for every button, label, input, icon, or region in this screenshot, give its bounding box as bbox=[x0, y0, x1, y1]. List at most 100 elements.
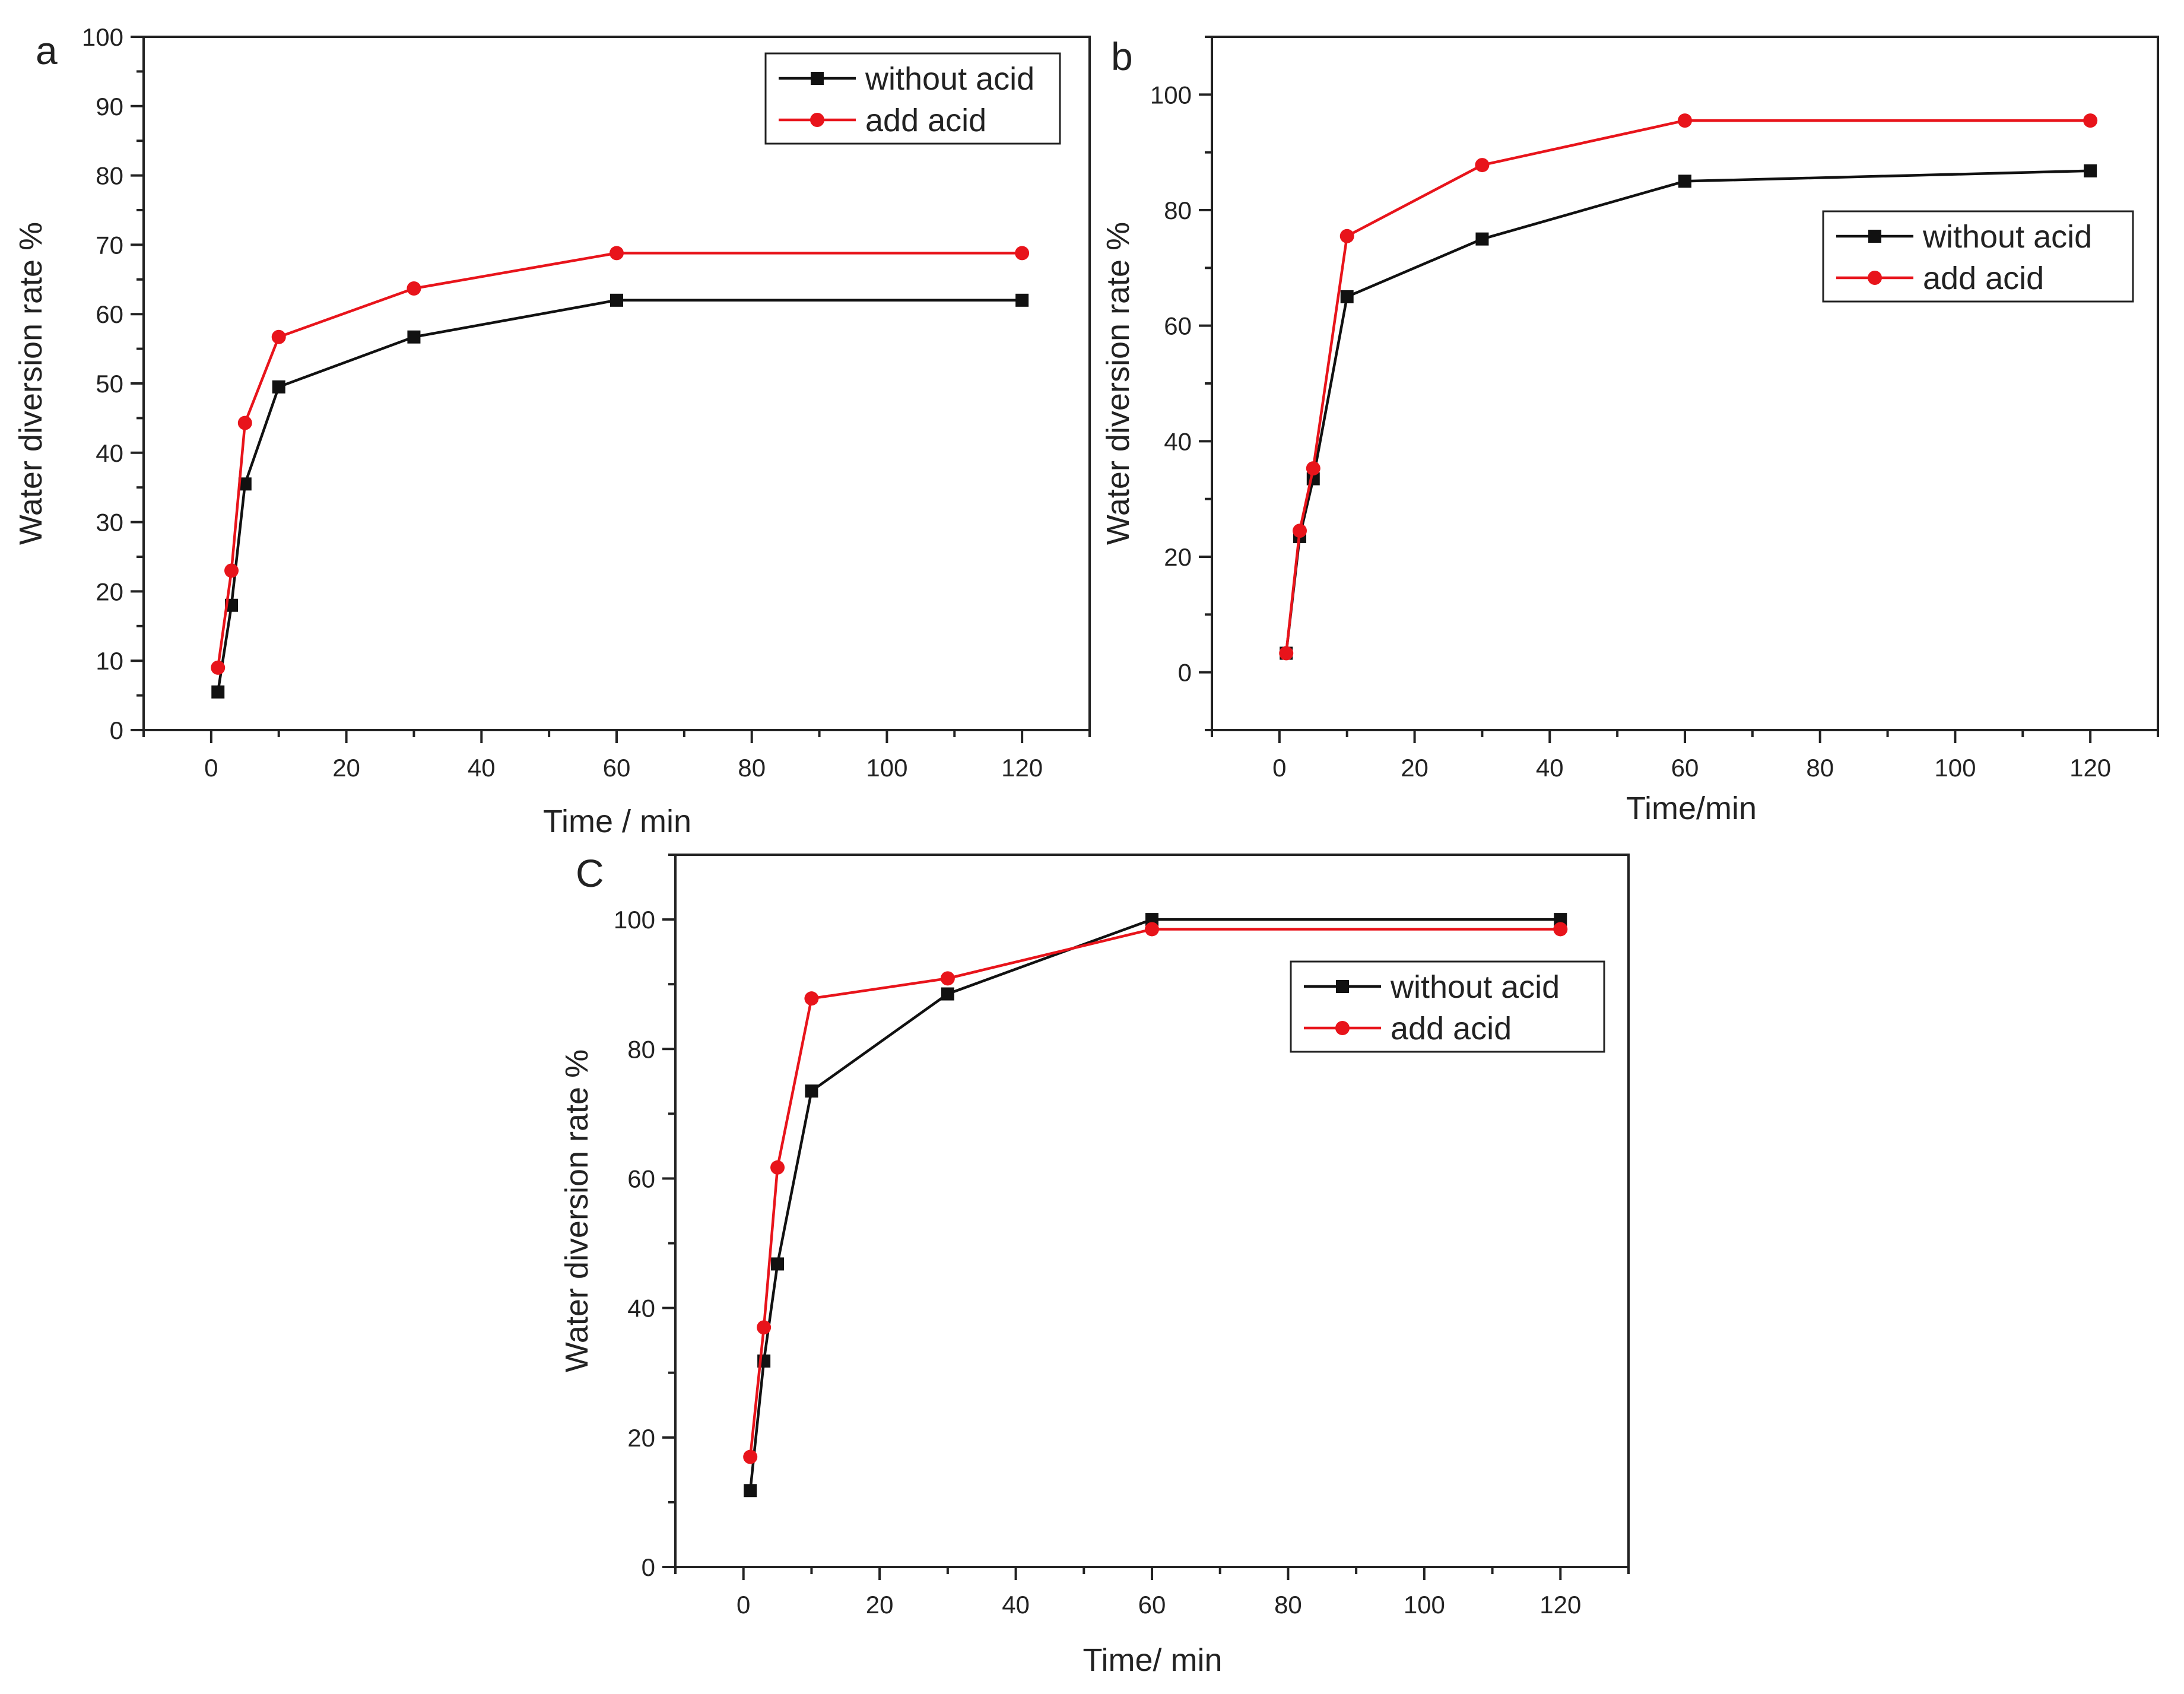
data-point-add-acid bbox=[211, 660, 226, 675]
data-point-without-acid bbox=[941, 987, 954, 1001]
y-tick-label: 30 bbox=[96, 509, 123, 537]
y-tick-label: 0 bbox=[642, 1553, 655, 1581]
data-point-add-acid bbox=[407, 281, 421, 296]
y-tick-label: 80 bbox=[1164, 196, 1192, 224]
data-point-add-acid bbox=[1339, 229, 1354, 243]
legend-marker-without-acid bbox=[811, 72, 824, 85]
legend-marker-without-acid bbox=[1336, 980, 1349, 993]
y-tick-label: 80 bbox=[627, 1035, 655, 1063]
data-point-without-acid bbox=[211, 685, 225, 699]
y-tick-label: 90 bbox=[96, 93, 123, 120]
x-tick-label: 20 bbox=[332, 754, 360, 782]
legend-marker-without-acid bbox=[1868, 230, 1881, 243]
x-tick-label: 120 bbox=[1539, 1591, 1581, 1619]
x-tick-label: 60 bbox=[1671, 754, 1699, 782]
data-point-add-acid bbox=[610, 246, 624, 261]
y-tick-label: 40 bbox=[96, 439, 123, 467]
data-point-add-acid bbox=[1145, 922, 1159, 937]
y-tick-label: 40 bbox=[1164, 427, 1192, 455]
y-tick-label: 60 bbox=[96, 300, 123, 328]
data-point-without-acid bbox=[1145, 913, 1158, 927]
data-point-add-acid bbox=[1475, 158, 1490, 173]
data-point-without-acid bbox=[272, 380, 285, 394]
legend-label-without-acid: without acid bbox=[1390, 969, 1560, 1005]
data-point-add-acid bbox=[224, 563, 239, 578]
data-point-without-acid bbox=[744, 1484, 757, 1498]
x-tick-label: 100 bbox=[866, 754, 907, 782]
data-point-without-acid bbox=[610, 293, 623, 307]
data-point-add-acid bbox=[757, 1320, 772, 1335]
x-tick-label: 40 bbox=[1002, 1591, 1030, 1619]
data-point-add-acid bbox=[2083, 113, 2098, 128]
panel-letter: b bbox=[1111, 34, 1133, 78]
y-axis-title: Water diversion rate % bbox=[13, 222, 49, 545]
y-tick-label: 20 bbox=[1164, 543, 1192, 571]
data-point-add-acid bbox=[770, 1160, 785, 1175]
data-point-add-acid bbox=[940, 971, 955, 986]
data-point-add-acid bbox=[237, 415, 252, 430]
data-point-without-acid bbox=[1678, 175, 1691, 188]
x-axis-title: Time/ min bbox=[1083, 1642, 1222, 1678]
legend-label-add-acid: add acid bbox=[1923, 261, 2044, 296]
panel-letter: C bbox=[576, 851, 604, 895]
x-tick-label: 0 bbox=[1272, 754, 1286, 782]
y-tick-label: 100 bbox=[614, 906, 655, 934]
data-point-without-acid bbox=[1554, 913, 1567, 927]
y-tick-label: 0 bbox=[1178, 659, 1192, 687]
x-axis-title: Time/min bbox=[1626, 791, 1757, 826]
x-tick-label: 120 bbox=[2069, 754, 2111, 782]
y-axis-title: Water diversion rate % bbox=[1100, 222, 1136, 545]
x-tick-label: 80 bbox=[738, 754, 766, 782]
y-tick-label: 60 bbox=[627, 1165, 655, 1192]
data-point-add-acid bbox=[1279, 646, 1294, 661]
y-tick-label: 70 bbox=[96, 231, 123, 259]
data-point-add-acid bbox=[1306, 461, 1320, 476]
legend-label-without-acid: without acid bbox=[1922, 219, 2092, 255]
x-tick-label: 20 bbox=[1401, 754, 1429, 782]
data-point-add-acid bbox=[1678, 113, 1692, 128]
y-tick-label: 50 bbox=[96, 370, 123, 398]
y-tick-label: 10 bbox=[96, 647, 123, 675]
legend-box bbox=[1822, 210, 2134, 303]
y-tick-label: 100 bbox=[82, 23, 123, 51]
data-point-without-acid bbox=[1340, 290, 1354, 303]
x-tick-label: 40 bbox=[1536, 754, 1564, 782]
x-tick-label: 0 bbox=[204, 754, 218, 782]
data-point-without-acid bbox=[2084, 164, 2097, 177]
legend-label-add-acid: add acid bbox=[865, 103, 986, 138]
data-point-without-acid bbox=[407, 330, 421, 344]
x-tick-label: 80 bbox=[1274, 1591, 1302, 1619]
legend-box bbox=[1290, 960, 1605, 1053]
y-tick-label: 100 bbox=[1150, 81, 1192, 109]
y-tick-label: 80 bbox=[96, 162, 123, 190]
x-tick-label: 40 bbox=[468, 754, 496, 782]
x-tick-label: 20 bbox=[866, 1591, 894, 1619]
x-tick-label: 0 bbox=[737, 1591, 750, 1619]
y-tick-label: 60 bbox=[1164, 312, 1192, 340]
x-tick-label: 100 bbox=[1934, 754, 1976, 782]
data-point-without-acid bbox=[1475, 232, 1489, 246]
x-tick-label: 60 bbox=[1138, 1591, 1166, 1619]
x-axis-title: Time / min bbox=[543, 804, 691, 839]
legend-marker-add-acid bbox=[810, 113, 824, 127]
x-tick-label: 60 bbox=[603, 754, 631, 782]
data-point-add-acid bbox=[1015, 246, 1030, 261]
x-tick-label: 100 bbox=[1404, 1591, 1445, 1619]
legend-marker-add-acid bbox=[1335, 1021, 1350, 1035]
data-point-add-acid bbox=[804, 991, 819, 1006]
data-point-without-acid bbox=[1015, 293, 1029, 307]
chart-panel-b: 0 20 40 60 80 100 120 0 20 40 60 80 100 Time/min Water… bbox=[1100, 34, 2159, 826]
legend-box bbox=[764, 52, 1061, 145]
data-point-without-acid bbox=[805, 1084, 818, 1098]
data-point-without-acid bbox=[771, 1257, 785, 1271]
y-tick-label: 0 bbox=[110, 716, 123, 744]
legend-label-add-acid: add acid bbox=[1391, 1011, 1512, 1046]
y-tick-label: 20 bbox=[96, 578, 123, 605]
data-point-add-acid bbox=[271, 329, 286, 344]
data-point-without-acid bbox=[238, 477, 252, 491]
legend-label-without-acid: without acid bbox=[865, 61, 1034, 97]
data-point-add-acid bbox=[1293, 524, 1307, 538]
y-axis-title: Water diversion rate % bbox=[559, 1049, 595, 1372]
